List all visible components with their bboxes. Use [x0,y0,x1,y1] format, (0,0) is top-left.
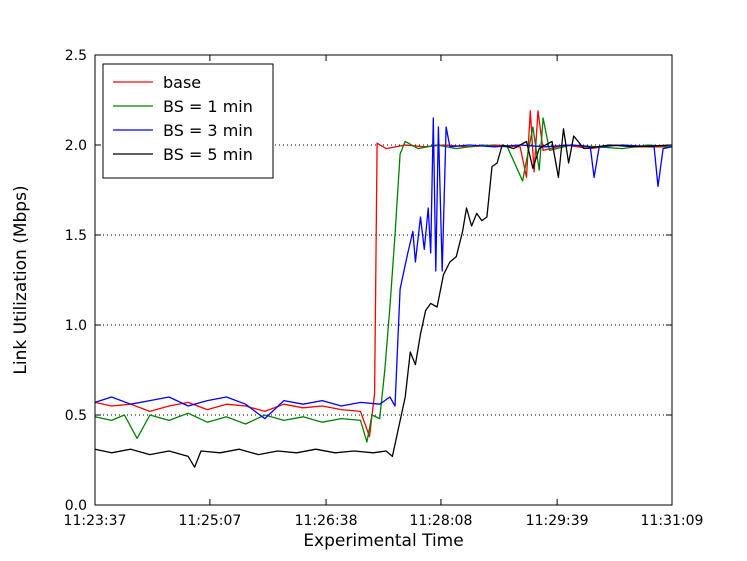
y-tick-label-3: 1.5 [65,228,87,244]
x-axis-title: Experimental Time [303,531,463,551]
x-tick-label-5: 11:31:09 [641,513,704,529]
x-tick-label-3: 11:28:08 [409,513,472,529]
x-tick-label-0: 11:23:37 [64,513,127,529]
y-tick-label-2: 1.0 [65,318,87,334]
plot-frame [94,54,673,506]
series-line-2 [94,117,673,420]
y-tick-label-0: 0.0 [65,498,87,514]
legend: base BS = 1 min BS = 3 min BS = 5 min [102,63,274,179]
legend-label-1: BS = 1 min [163,97,253,116]
legend-label-2: BS = 3 min [163,121,253,140]
series-line-0 [94,110,672,438]
y-tick-label-4: 2.0 [65,138,87,154]
x-tick-label-1: 11:25:07 [178,513,241,529]
series-line-1 [94,117,673,443]
legend-box [102,63,274,179]
legend-label-3: BS = 5 min [163,145,253,164]
axis-ticks: 0.0 0.5 1.0 1.5 2.0 2.5 11:23:37 11:25:07 11:26:… [64,48,704,529]
series-line-3 [94,128,673,468]
series-lines [94,110,673,468]
legend-label-0: base [163,73,201,92]
y-tick-label-5: 2.5 [65,48,87,64]
x-tick-label-4: 11:29:39 [526,513,589,529]
y-tick-label-1: 0.5 [65,408,87,424]
x-tick-label-2: 11:26:38 [295,513,358,529]
y-axis-title: Link Utilization (Mbps) [11,185,31,374]
